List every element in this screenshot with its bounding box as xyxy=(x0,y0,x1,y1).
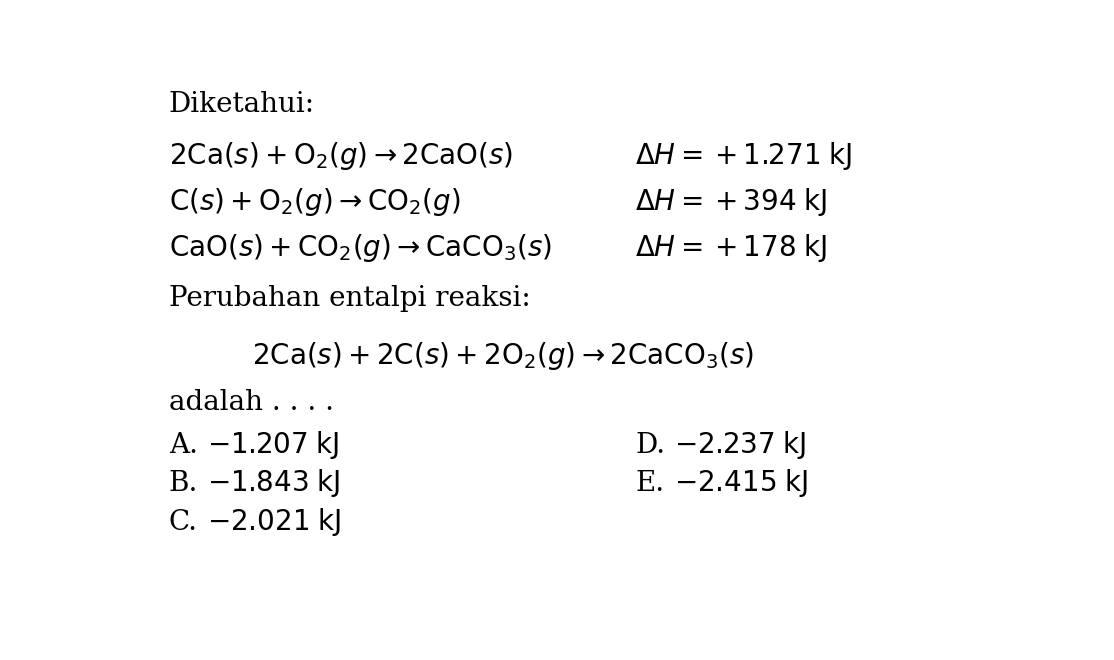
Text: $\mathrm{C}(s) + \mathrm{O}_2(g) \rightarrow \mathrm{CO}_2(g)$: $\mathrm{C}(s) + \mathrm{O}_2(g) \righta… xyxy=(168,186,460,218)
Text: Perubahan entalpi reaksi:: Perubahan entalpi reaksi: xyxy=(168,285,530,312)
Text: $-2.415\;\mathrm{kJ}$: $-2.415\;\mathrm{kJ}$ xyxy=(674,467,808,499)
Text: $-1.207\;\mathrm{kJ}$: $-1.207\;\mathrm{kJ}$ xyxy=(207,428,340,461)
Text: $-2.237\;\mathrm{kJ}$: $-2.237\;\mathrm{kJ}$ xyxy=(674,428,807,461)
Text: D.: D. xyxy=(635,432,665,459)
Text: adalah . . . .: adalah . . . . xyxy=(168,389,334,416)
Text: B.: B. xyxy=(168,470,198,497)
Text: $\Delta H = +394\;\mathrm{kJ}$: $\Delta H = +394\;\mathrm{kJ}$ xyxy=(635,186,828,218)
Text: C.: C. xyxy=(168,509,197,536)
Text: $\Delta H = +1.271\;\mathrm{kJ}$: $\Delta H = +1.271\;\mathrm{kJ}$ xyxy=(635,140,852,172)
Text: Diketahui:: Diketahui: xyxy=(168,90,315,117)
Text: $-2.021\;\mathrm{kJ}$: $-2.021\;\mathrm{kJ}$ xyxy=(207,506,341,538)
Text: $\mathrm{CaO}(s) + \mathrm{CO}_2(g) \rightarrow \mathrm{CaCO}_3(s)$: $\mathrm{CaO}(s) + \mathrm{CO}_2(g) \rig… xyxy=(168,232,551,264)
Text: E.: E. xyxy=(635,470,664,497)
Text: $2\mathrm{Ca}(s) + 2\mathrm{C}(s) + 2\mathrm{O}_2(g) \rightarrow 2\mathrm{CaCO}_: $2\mathrm{Ca}(s) + 2\mathrm{C}(s) + 2\ma… xyxy=(252,340,754,372)
Text: $2\mathrm{Ca}(s) + \mathrm{O}_2(g) \rightarrow 2\mathrm{CaO}(s)$: $2\mathrm{Ca}(s) + \mathrm{O}_2(g) \righ… xyxy=(168,140,514,172)
Text: $-1.843\;\mathrm{kJ}$: $-1.843\;\mathrm{kJ}$ xyxy=(207,467,341,499)
Text: A.: A. xyxy=(168,432,197,459)
Text: $\Delta H = +178\;\mathrm{kJ}$: $\Delta H = +178\;\mathrm{kJ}$ xyxy=(635,232,828,264)
